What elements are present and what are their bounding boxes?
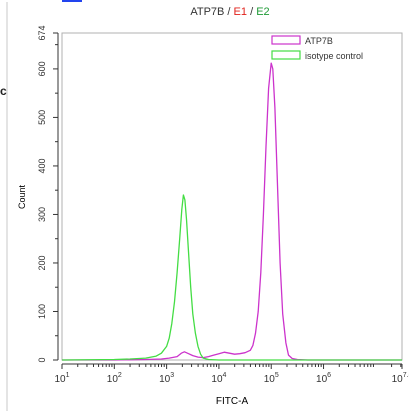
x-tick-label: 103 — [159, 372, 174, 385]
x-tick-label: 104 — [211, 372, 226, 385]
x-tick-label: 106 — [316, 372, 331, 385]
series-layer — [61, 62, 402, 361]
x-tick-label: 105 — [264, 372, 279, 385]
x-tick-label: 101 — [54, 372, 69, 385]
top-accent-bar — [62, 0, 82, 2]
legend-label-1: isotype control — [305, 51, 363, 61]
y-axis-label: Count — [17, 185, 27, 210]
panel-letter: c — [0, 84, 7, 98]
y-tick-label: 200 — [37, 255, 47, 270]
legend-swatch-1 — [271, 50, 301, 60]
chart-legend: ATP7B isotype control — [271, 35, 363, 61]
series-line-0 — [62, 62, 402, 361]
y-tick-label: 674 — [37, 25, 47, 40]
title-part-2: E1 — [234, 6, 247, 18]
series-line-1 — [61, 194, 402, 361]
y-axis: 0 100 200 300 400 500 600 674 — [37, 25, 59, 363]
legend-swatch-0 — [271, 35, 301, 45]
title-part-1: / — [224, 6, 233, 18]
y-tick-label: 0 — [37, 357, 47, 362]
x-tick-label: 107.5 — [392, 372, 409, 385]
y-tick-label: 400 — [37, 158, 47, 173]
x-tick-label: 102 — [107, 372, 122, 385]
chart-title: ATP7B / E1 / E2 — [190, 6, 269, 18]
y-tick-label: 300 — [37, 207, 47, 222]
x-axis: 101 102 103 104 105 106 107.5 — [54, 363, 409, 385]
y-tick-label: 500 — [37, 110, 47, 125]
y-tick-label: 600 — [37, 61, 47, 76]
x-axis-label: FITC-A — [216, 396, 249, 407]
legend-label-0: ATP7B — [305, 36, 333, 46]
y-tick-label: 100 — [37, 304, 47, 319]
title-part-4: E2 — [256, 6, 269, 18]
title-part-0: ATP7B — [190, 6, 224, 18]
title-part-3: / — [247, 6, 256, 18]
plot-area-border — [61, 32, 403, 361]
